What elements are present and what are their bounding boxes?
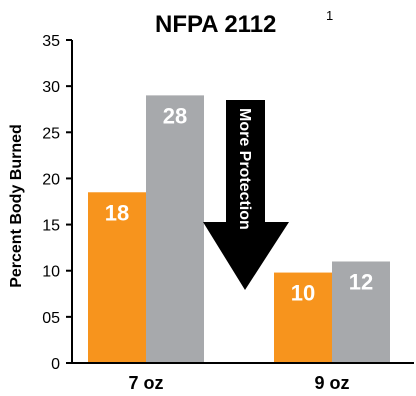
chart-title-text: NFPA 2112 — [155, 11, 276, 38]
x-axis-categories: 7 oz 9 oz — [128, 373, 349, 393]
x-category-label: 9 oz — [314, 373, 349, 393]
chart-title: NFPA 2112 1 — [155, 8, 333, 38]
chart-title-superscript: 1 — [326, 8, 333, 23]
y-axis: 0 05 10 15 20 25 30 35 — [42, 33, 72, 373]
y-tick-label: 15 — [42, 218, 60, 235]
more-protection-arrow: More Protection — [203, 100, 289, 290]
y-tick-label: 25 — [42, 125, 60, 142]
y-axis-label: Percent Body Burned — [8, 124, 25, 288]
axes — [66, 40, 414, 364]
bar — [332, 261, 390, 363]
y-tick-label: 35 — [42, 33, 60, 50]
x-category-label: 7 oz — [128, 373, 163, 393]
y-tick-label: 30 — [42, 79, 60, 96]
bar-value-label: 28 — [163, 103, 187, 128]
y-tick-label: 10 — [42, 264, 60, 281]
y-tick-label: 20 — [42, 171, 60, 188]
bar — [88, 192, 146, 363]
arrow-annotation-text: More Protection — [236, 108, 253, 230]
bar-value-label: 12 — [349, 269, 373, 294]
y-tick-label: 0 — [51, 356, 60, 373]
bar — [146, 95, 204, 363]
arrow-shape — [203, 100, 289, 290]
bar — [274, 272, 332, 363]
bar-group: 18 28 10 12 — [88, 95, 390, 363]
bar-value-label: 10 — [291, 281, 315, 306]
bar-value-label: 18 — [105, 200, 129, 225]
y-tick-label: 05 — [42, 310, 60, 327]
